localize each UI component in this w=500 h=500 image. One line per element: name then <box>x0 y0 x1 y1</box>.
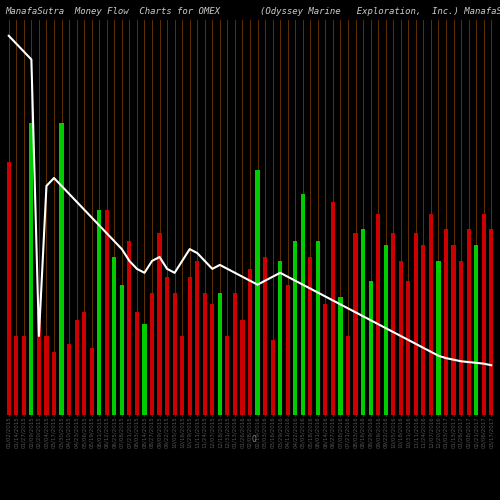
Bar <box>202 292 207 415</box>
Bar <box>300 194 305 415</box>
Bar <box>331 202 335 415</box>
Bar <box>97 210 102 415</box>
Bar <box>324 304 328 415</box>
Bar <box>459 261 463 415</box>
Bar <box>482 214 486 415</box>
Bar <box>158 234 162 415</box>
Bar <box>263 257 267 415</box>
Bar <box>414 234 418 415</box>
Bar <box>180 336 184 415</box>
Bar <box>104 210 109 415</box>
Bar <box>436 261 440 415</box>
Bar <box>466 230 470 415</box>
Bar <box>346 336 350 415</box>
Bar <box>474 245 478 415</box>
Bar <box>210 304 214 415</box>
Bar <box>293 241 298 415</box>
Bar <box>240 320 244 415</box>
Bar <box>188 277 192 415</box>
Bar <box>172 292 176 415</box>
Bar <box>338 296 342 415</box>
Bar <box>256 170 260 415</box>
Bar <box>226 336 230 415</box>
Bar <box>248 269 252 415</box>
Text: 0: 0 <box>252 434 256 444</box>
Bar <box>195 261 200 415</box>
Bar <box>429 214 433 415</box>
Bar <box>6 162 11 415</box>
Bar <box>444 230 448 415</box>
Bar <box>361 230 365 415</box>
Bar <box>278 261 282 415</box>
Bar <box>67 344 71 415</box>
Bar <box>128 241 132 415</box>
Bar <box>316 241 320 415</box>
Bar <box>135 312 139 415</box>
Bar <box>37 312 41 415</box>
Bar <box>44 336 48 415</box>
Text: ManafaSutra  Money Flow  Charts for OMEX: ManafaSutra Money Flow Charts for OMEX <box>5 8 220 16</box>
Bar <box>60 122 64 415</box>
Bar <box>218 292 222 415</box>
Bar <box>120 284 124 415</box>
Bar <box>74 320 78 415</box>
Bar <box>22 336 26 415</box>
Bar <box>14 336 18 415</box>
Bar <box>150 292 154 415</box>
Bar <box>30 122 34 415</box>
Bar <box>270 340 274 415</box>
Bar <box>398 261 403 415</box>
Bar <box>90 348 94 415</box>
Bar <box>142 324 146 415</box>
Bar <box>52 352 56 415</box>
Bar <box>376 214 380 415</box>
Bar <box>368 280 372 415</box>
Bar <box>406 280 410 415</box>
Bar <box>354 234 358 415</box>
Bar <box>489 230 494 415</box>
Bar <box>286 284 290 415</box>
Bar <box>233 292 237 415</box>
Bar <box>82 312 86 415</box>
Bar <box>165 277 169 415</box>
Bar <box>452 245 456 415</box>
Bar <box>308 257 312 415</box>
Bar <box>422 245 426 415</box>
Bar <box>391 234 396 415</box>
Bar <box>384 245 388 415</box>
Text: (Odyssey Marine   Exploration,  Inc.) ManafaSutra.com: (Odyssey Marine Exploration, Inc.) Manaf… <box>260 8 500 16</box>
Bar <box>112 257 116 415</box>
